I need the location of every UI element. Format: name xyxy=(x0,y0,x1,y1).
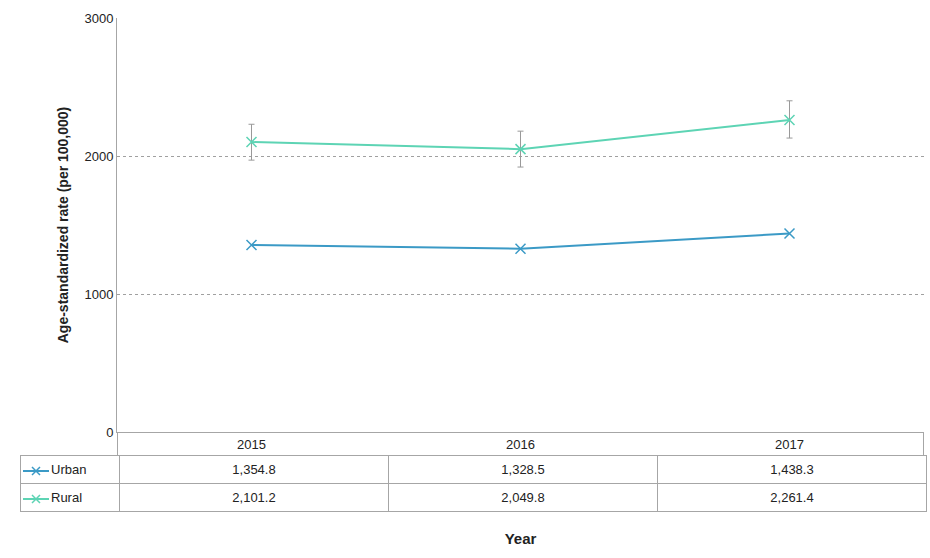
html-text:2,261.4: 2,261.4 xyxy=(770,490,814,505)
html-text:2,101.2: 2,101.2 xyxy=(232,490,276,505)
svg-text:Age-standardized rate (per 100: Age-standardized rate (per 100,000) xyxy=(55,107,71,344)
svg-text:3000: 3000 xyxy=(84,11,113,26)
html-text:1,328.5: 1,328.5 xyxy=(501,462,545,477)
html-text:Rural: Rural xyxy=(51,490,83,505)
svg-text:2017: 2017 xyxy=(775,437,804,452)
svg-text:2000: 2000 xyxy=(84,149,113,164)
html-text:2,049.8: 2,049.8 xyxy=(501,490,545,505)
html-text:Urban: Urban xyxy=(51,462,87,477)
html-text:Year: Year xyxy=(504,530,537,547)
html-text:1,354.8: 1,354.8 xyxy=(232,462,276,477)
svg-text:1000: 1000 xyxy=(84,287,113,302)
svg-text:0: 0 xyxy=(106,425,113,440)
html-text:1,438.3: 1,438.3 xyxy=(770,462,814,477)
svg-text:2016: 2016 xyxy=(506,437,535,452)
svg-text:2015: 2015 xyxy=(237,437,266,452)
